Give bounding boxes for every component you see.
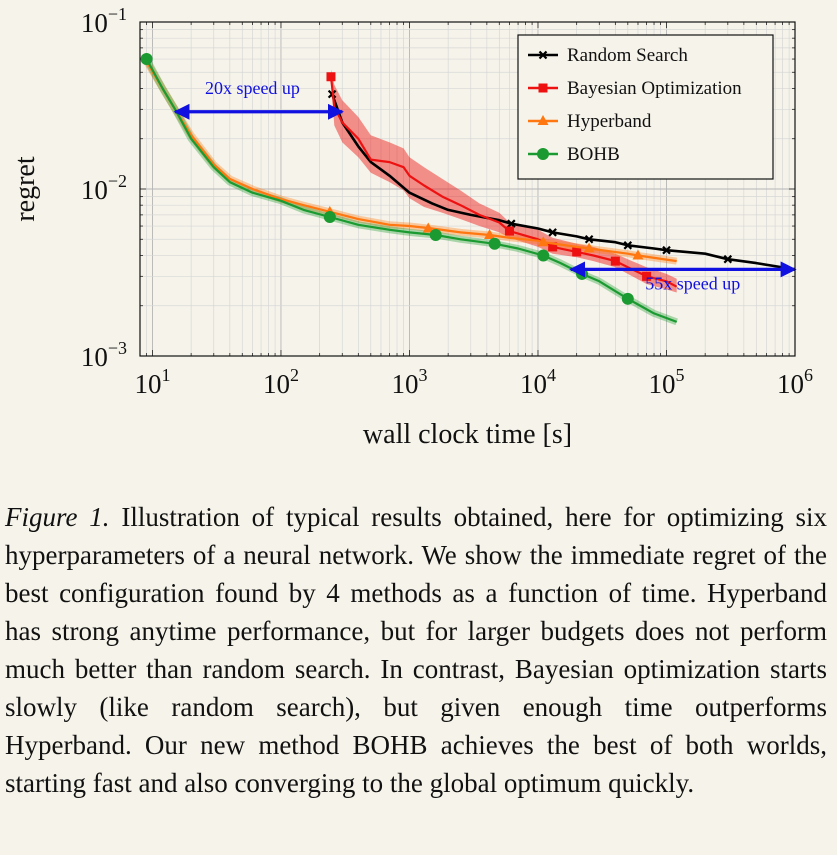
legend-item-bayesian-optimization: Bayesian Optimization	[528, 78, 742, 99]
random-search-point	[623, 241, 633, 250]
caption-text: Illustration of typical results obtained…	[5, 502, 828, 798]
legend-label: Random Search	[567, 45, 688, 66]
marker-stroke	[584, 234, 594, 244]
hyperband-point	[484, 229, 496, 240]
bohb-point	[537, 249, 550, 262]
bohb-point	[621, 292, 634, 305]
legend-label: BOHB	[567, 144, 620, 165]
caption-label: Figure 1.	[5, 502, 110, 532]
bohb-point	[140, 53, 153, 66]
legend-item-random-search: Random Search	[528, 45, 688, 66]
hyperband-point	[422, 222, 434, 233]
marker-stroke	[507, 219, 516, 228]
x-axis-label: wall clock time [s]	[363, 419, 572, 450]
legend-marker	[538, 83, 548, 93]
speedup-label: 55x speed up	[645, 274, 740, 294]
legend-marker	[537, 115, 549, 125]
legend-marker	[537, 148, 549, 160]
legend-label: Hyperband	[567, 111, 652, 132]
hyperband-line	[145, 60, 677, 263]
y-tick-label: 10−3	[81, 338, 127, 372]
bayesian-optimization-point	[504, 226, 514, 236]
random-search-point	[507, 219, 516, 228]
marker-stroke	[662, 245, 671, 255]
bayesian-optimization-point	[572, 247, 582, 257]
marker-stroke	[548, 228, 557, 237]
legend-box	[517, 34, 774, 180]
x-tick-label: 106	[777, 365, 813, 399]
y-tick-label: 10−1	[81, 4, 127, 38]
plot-frame	[139, 21, 796, 357]
speedup-label: 20x speed up	[205, 78, 300, 98]
speedup-annotation: 20x speed up	[173, 78, 344, 120]
legend-label: Bayesian Optimization	[567, 78, 742, 99]
figure: 20x speed up 55x speed up 101 102 103 104 105 1…	[10, 4, 813, 450]
speedup-annotation: 55x speed up	[569, 261, 797, 294]
bohb-point	[323, 210, 336, 223]
bayesian-optimization-point	[548, 242, 558, 252]
hyperband-point	[632, 249, 644, 260]
legend-item-bohb: BOHB	[528, 144, 620, 165]
random-search-point	[584, 234, 594, 244]
legend: Random Search Bayesian Optimization Hyperb…	[517, 34, 774, 180]
y-tick-label: 10−2	[81, 171, 127, 205]
hyperband-point	[537, 236, 549, 247]
y-axis-label: regret	[10, 156, 41, 222]
legend-item-hyperband: Hyperband	[528, 111, 652, 132]
bohb-point	[429, 229, 442, 242]
x-tick-label: 105	[648, 365, 684, 399]
x-tick-label: 101	[134, 365, 170, 399]
hyperband-series	[145, 60, 677, 263]
x-tick-label: 103	[391, 365, 427, 399]
x-tick-label: 102	[263, 365, 299, 399]
tick-labels: 101 102 103 104 105 106 10−1 10−2 10−3	[81, 4, 813, 399]
marker-stroke	[623, 241, 633, 250]
random-search-point	[548, 228, 557, 237]
x-tick-label: 104	[520, 365, 556, 399]
random-search-point	[662, 245, 671, 255]
random-search-line	[330, 93, 796, 271]
legend-marker	[538, 50, 548, 60]
figure-caption: Figure 1. Illustration of typical result…	[5, 498, 827, 802]
marker-stroke	[538, 50, 548, 60]
hyperband-point	[583, 242, 595, 253]
bayesian-optimization-point	[326, 72, 336, 82]
bohb-point	[488, 237, 501, 250]
bayesian-optimization-point	[610, 256, 620, 266]
